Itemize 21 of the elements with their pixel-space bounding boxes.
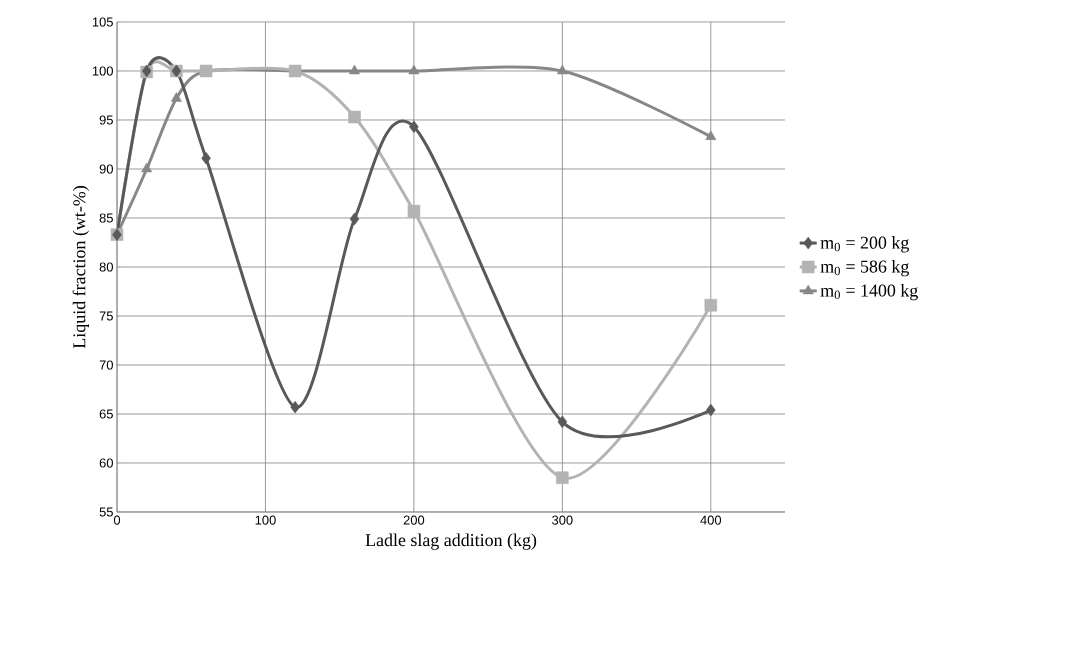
x-tick-label: 400: [700, 515, 722, 525]
legend-label: m$_{0}$ = 1400 kg: [820, 283, 918, 301]
y-tick-label: 80: [99, 262, 113, 272]
x-axis-title: Ladle slag addition (kg): [365, 533, 537, 550]
y-tick-label: 60: [99, 458, 113, 468]
y-axis-title: Liquid fraction (wt-%): [72, 186, 90, 349]
y-tick-label: 95: [99, 115, 113, 125]
y-tick-label: 55: [99, 507, 113, 517]
legend-label: m$_{0}$ = 586 kg: [820, 260, 909, 277]
legend-label: m$_{0}$ = 200 kg: [820, 236, 909, 253]
y-tick-label: 90: [99, 164, 113, 174]
y-tick-label: 75: [99, 311, 113, 321]
y-tick-label: 100: [92, 66, 113, 76]
x-tick-label: 300: [552, 515, 573, 525]
y-tick-label: 85: [99, 213, 113, 223]
x-tick-label: 0: [113, 515, 121, 525]
x-tick-label: 200: [403, 515, 425, 525]
y-tick-label: 70: [99, 360, 113, 370]
x-tick-label: 100: [255, 515, 276, 525]
y-tick-label: 105: [92, 17, 113, 27]
y-tick-label: 65: [99, 409, 113, 419]
